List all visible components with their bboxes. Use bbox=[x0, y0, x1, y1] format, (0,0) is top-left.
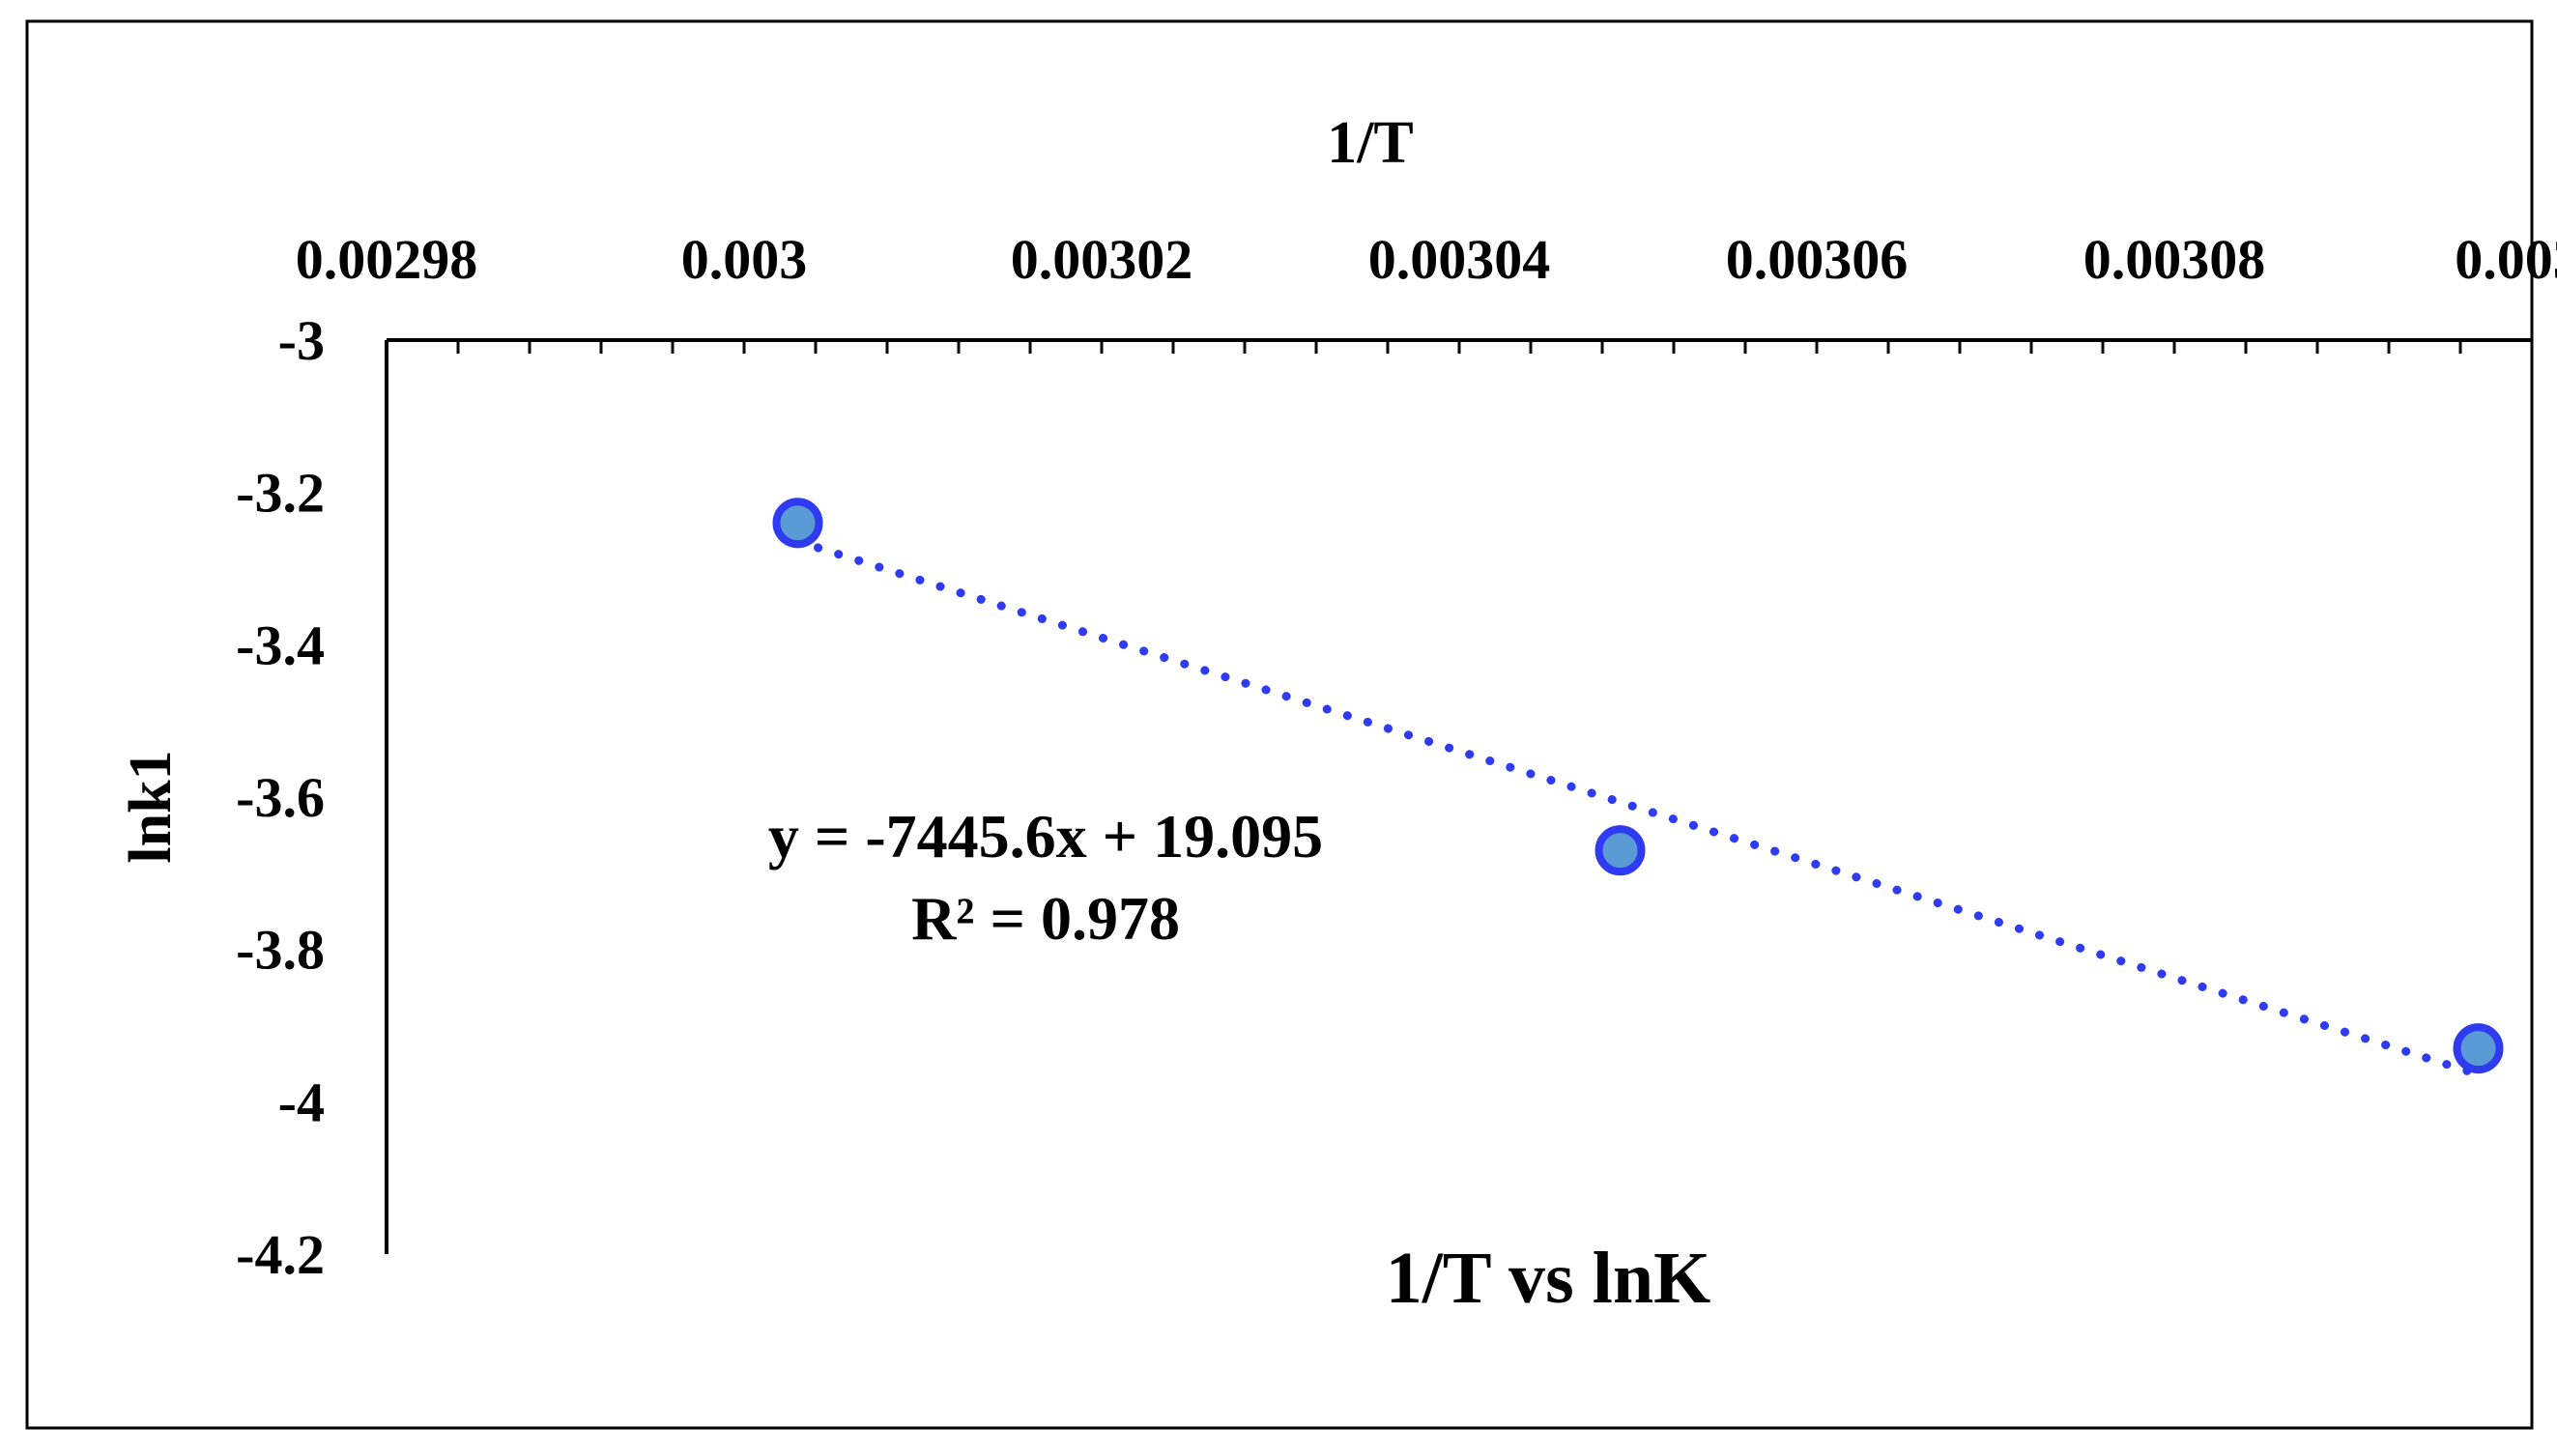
x-tick-label: 0.003 bbox=[681, 228, 808, 291]
x-tick-label: 0.00302 bbox=[1011, 228, 1193, 291]
trendline-equation: y = -7445.6x + 19.095 bbox=[768, 802, 1323, 871]
y-tick-label: -4 bbox=[278, 1071, 325, 1133]
x-tick-label: 0.00304 bbox=[1368, 228, 1551, 291]
y-tick-label: -3.8 bbox=[236, 919, 325, 982]
axes bbox=[385, 338, 2534, 1254]
y-tick-labels: -3 -3.2 -3.4 -3.6 -3.8 -4 -4.2 bbox=[236, 309, 325, 1286]
chart-title: 1/T vs lnK bbox=[1386, 1238, 1711, 1319]
x-axis-title: 1/T bbox=[1327, 110, 1414, 176]
x-tick-label: 0.00306 bbox=[1726, 228, 1909, 291]
y-tick-label: -3 bbox=[278, 309, 325, 372]
data-points bbox=[772, 498, 2504, 1074]
y-tick-label: -4.2 bbox=[236, 1223, 325, 1286]
y-tick-label: -3.6 bbox=[236, 766, 325, 829]
x-tick-label: 0.00308 bbox=[2083, 228, 2266, 291]
chart-frame bbox=[25, 19, 2534, 1430]
x-tick-label: 0.00298 bbox=[296, 228, 478, 291]
x-tick-label: 0.0031 bbox=[2455, 228, 2557, 291]
r-squared-label: R² = 0.978 bbox=[911, 884, 1180, 953]
data-point bbox=[1595, 825, 1646, 876]
y-tick-label: -3.4 bbox=[236, 614, 325, 676]
y-tick-label: -3.2 bbox=[236, 462, 325, 525]
x-tick-labels: 0.00298 0.003 0.00302 0.00304 0.00306 0.00308… bbox=[296, 228, 2557, 291]
data-point bbox=[772, 498, 823, 549]
data-point bbox=[2453, 1023, 2504, 1074]
y-axis-title: lnk1 bbox=[118, 750, 184, 863]
